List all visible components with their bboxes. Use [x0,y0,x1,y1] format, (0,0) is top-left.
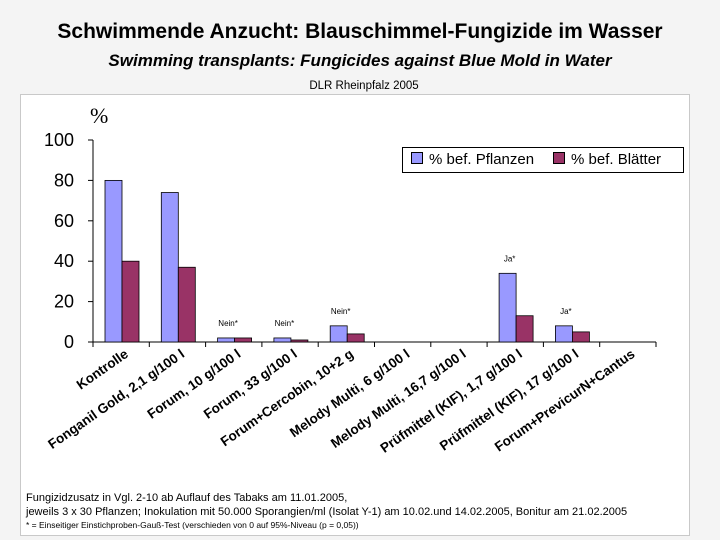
x-category-label: Forum, 33 g/100 l [201,346,300,422]
bar-blaetter [177,266,196,343]
significance-label: Nein* [275,319,295,328]
legend-item-blaetter: % bef. Blätter [553,151,661,168]
y-tick-label: 80 [54,170,74,190]
chart-annotations: Nein* Nein* Nein* Ja* Ja* [218,254,571,328]
bar-pflanzen [160,192,179,343]
bar-blaetter [234,337,253,343]
bar-blaetter [290,339,309,343]
legend-label-blaetter: % bef. Blätter [571,151,662,168]
bar-pflanzen [273,337,292,343]
footnote-line-2: jeweils 3 x 30 Pflanzen; Inokulation mit… [26,506,628,518]
x-category-label: Forum, 10 g/100 l [145,346,244,422]
bar-blaetter [346,333,365,343]
y-axis-label: % [90,103,109,128]
page-title: Schwimmende Anzucht: Blauschimmel-Fungiz… [57,20,663,43]
footnotes: Fungizidzusatz in Vgl. 2-10 ab Auflauf d… [26,491,696,532]
significance-label: Nein* [331,307,351,316]
bar-pflanzen [555,325,573,343]
y-tick-label: 0 [64,332,74,352]
significance-label: Ja* [560,307,572,316]
chart-legend: % bef. Pflanzen % bef. Blätter [402,147,684,173]
y-tick-label: 100 [44,130,74,150]
bar-pflanzen [104,179,123,343]
footnote-line-1: Fungizidzusatz in Vgl. 2-10 ab Auflauf d… [26,492,348,504]
y-tick-label: 20 [54,292,74,312]
significance-label: Ja* [504,254,516,263]
legend-label-pflanzen: % bef. Pflanzen [429,151,535,168]
footnote-line-3: * = Einseitiger Einstichproben-Gauß-Test… [26,520,359,530]
bar-pflanzen [217,337,236,343]
bar-pflanzen [498,272,517,343]
significance-label: Nein* [218,319,238,328]
y-tick-label: 40 [54,251,74,271]
bar-blaetter [572,331,590,343]
legend-swatch-blaetter [553,152,565,164]
legend-swatch-pflanzen [411,152,423,164]
page-subtitle: Swimming transplants: Fungicides against… [108,51,612,70]
bar-blaetter [515,315,534,343]
chart-bars [104,179,590,343]
chart-tick-labels: 0 20 40 60 80 100 [44,130,74,352]
legend-item-pflanzen: % bef. Pflanzen [411,151,534,168]
bar-blaetter [121,260,140,343]
y-tick-label: 60 [54,211,74,231]
source-label: DLR Rheinpfalz 2005 [309,80,419,92]
bar-pflanzen [329,325,348,343]
